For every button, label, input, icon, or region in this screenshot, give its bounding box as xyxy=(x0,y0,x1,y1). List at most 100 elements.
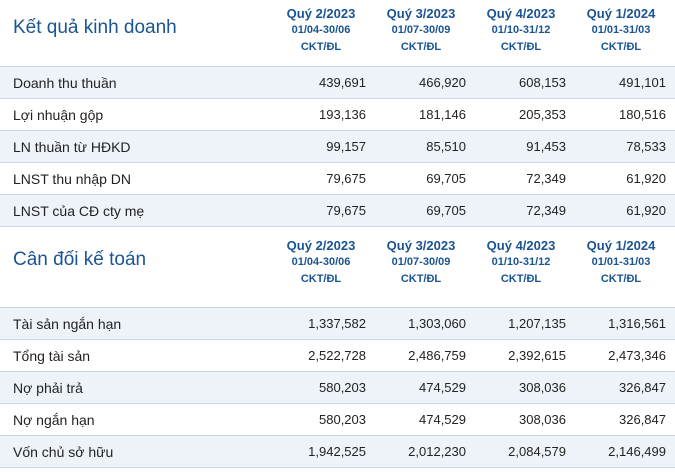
row-value: 79,675 xyxy=(326,171,366,186)
table-row[interactable]: Nợ phải trả 580,203 474,529 308,036 326,… xyxy=(0,372,675,404)
row-value: 580,203 xyxy=(319,380,366,395)
row-label: Nợ phải trả xyxy=(13,379,83,396)
row-value: 2,146,499 xyxy=(608,444,666,459)
row-value: 61,920 xyxy=(626,203,666,218)
row-value: 1,942,525 xyxy=(308,444,366,459)
row-value: 466,920 xyxy=(419,75,466,90)
period-range: 01/10-31/12 xyxy=(491,256,551,268)
table-row[interactable]: Vốn chủ sở hữu 1,942,525 2,012,230 2,084… xyxy=(0,436,675,468)
row-value: 91,453 xyxy=(526,139,566,154)
row-value: 2,084,579 xyxy=(508,444,566,459)
row-value: 491,101 xyxy=(619,75,666,90)
period-unit: CKT/ĐL xyxy=(300,273,342,285)
period-range: 01/01-31/03 xyxy=(591,24,651,36)
row-value: 308,036 xyxy=(519,412,566,427)
period-range: 01/04-30/06 xyxy=(291,24,351,36)
period-column-header[interactable]: Quý 4/2023 01/10-31/12 CKT/ĐL xyxy=(468,227,568,288)
row-value: 608,153 xyxy=(519,75,566,90)
row-value: 1,207,135 xyxy=(508,316,566,331)
balance-sheet-section: Cân đối kế toán Quý 2/2023 01/04-30/06 C… xyxy=(0,227,675,468)
business-results-table: Doanh thu thuần 439,691 466,920 608,153 … xyxy=(0,66,675,227)
row-value: 326,847 xyxy=(619,412,666,427)
row-value: 72,349 xyxy=(526,171,566,186)
table-row[interactable]: Nợ ngắn hạn 580,203 474,529 308,036 326,… xyxy=(0,404,675,436)
table-row[interactable]: LN thuần từ HĐKD 99,157 85,510 91,453 78… xyxy=(0,131,675,163)
row-value: 193,136 xyxy=(319,107,366,122)
row-value: 474,529 xyxy=(419,412,466,427)
period-column-header[interactable]: Quý 3/2023 01/07-30/09 CKT/ĐL xyxy=(368,0,468,56)
period-label: Quý 3/2023 xyxy=(386,6,456,21)
period-unit: CKT/ĐL xyxy=(400,41,442,53)
row-label: Lợi nhuận gộp xyxy=(13,106,104,123)
period-label: Quý 1/2024 xyxy=(586,238,656,253)
row-value: 1,316,561 xyxy=(608,316,666,331)
period-column-header[interactable]: Quý 3/2023 01/07-30/09 CKT/ĐL xyxy=(368,227,468,288)
period-range: 01/07-30/09 xyxy=(391,256,451,268)
period-label: Quý 2/2023 xyxy=(286,238,356,253)
row-label: Doanh thu thuần xyxy=(13,74,117,91)
row-label: Tài sản ngắn hạn xyxy=(13,315,122,332)
row-value: 99,157 xyxy=(326,139,366,154)
period-column-header[interactable]: Quý 2/2023 01/04-30/06 CKT/ĐL xyxy=(268,227,368,288)
period-range: 01/01-31/03 xyxy=(591,256,651,268)
row-value: 61,920 xyxy=(626,171,666,186)
business-results-title: Kết quả kinh doanh xyxy=(13,17,177,38)
period-column-header[interactable]: Quý 4/2023 01/10-31/12 CKT/ĐL xyxy=(468,0,568,56)
row-value: 1,337,582 xyxy=(308,316,366,331)
table-row[interactable]: Tổng tài sản 2,522,728 2,486,759 2,392,6… xyxy=(0,340,675,372)
row-value: 180,516 xyxy=(619,107,666,122)
period-column-header[interactable]: Quý 1/2024 01/01-31/03 CKT/ĐL xyxy=(568,227,668,288)
period-unit: CKT/ĐL xyxy=(500,41,542,53)
period-unit: CKT/ĐL xyxy=(600,41,642,53)
row-label: LNST thu nhập DN xyxy=(13,170,132,187)
period-range: 01/04-30/06 xyxy=(291,256,351,268)
row-value: 181,146 xyxy=(419,107,466,122)
business-results-header: Kết quả kinh doanh Quý 2/2023 01/04-30/0… xyxy=(0,0,675,66)
period-unit: CKT/ĐL xyxy=(600,273,642,285)
table-row[interactable]: Lợi nhuận gộp 193,136 181,146 205,353 18… xyxy=(0,99,675,131)
row-label: Tổng tài sản xyxy=(13,347,91,364)
period-range: 01/07-30/09 xyxy=(391,24,451,36)
row-label: Vốn chủ sở hữu xyxy=(13,443,114,460)
row-value: 2,486,759 xyxy=(408,348,466,363)
row-value: 69,705 xyxy=(426,171,466,186)
row-value: 2,392,615 xyxy=(508,348,566,363)
balance-sheet-title: Cân đối kế toán xyxy=(13,249,147,270)
row-value: 326,847 xyxy=(619,380,666,395)
business-results-section: Kết quả kinh doanh Quý 2/2023 01/04-30/0… xyxy=(0,0,675,227)
period-column-header[interactable]: Quý 1/2024 01/01-31/03 CKT/ĐL xyxy=(568,0,668,56)
row-label: LN thuần từ HĐKD xyxy=(13,138,131,155)
period-label: Quý 1/2024 xyxy=(586,6,656,21)
row-value: 2,012,230 xyxy=(408,444,466,459)
row-value: 78,533 xyxy=(626,139,666,154)
row-value: 72,349 xyxy=(526,203,566,218)
row-value: 2,473,346 xyxy=(608,348,666,363)
row-value: 308,036 xyxy=(519,380,566,395)
period-range: 01/10-31/12 xyxy=(491,24,551,36)
balance-sheet-table: Tài sản ngắn hạn 1,337,582 1,303,060 1,2… xyxy=(0,307,675,468)
table-row[interactable]: LNST của CĐ cty mẹ 79,675 69,705 72,349 … xyxy=(0,195,675,227)
row-value: 79,675 xyxy=(326,203,366,218)
row-label: LNST của CĐ cty mẹ xyxy=(13,202,145,219)
period-label: Quý 3/2023 xyxy=(386,238,456,253)
row-value: 474,529 xyxy=(419,380,466,395)
table-row[interactable]: Doanh thu thuần 439,691 466,920 608,153 … xyxy=(0,67,675,99)
period-unit: CKT/ĐL xyxy=(400,273,442,285)
row-value: 439,691 xyxy=(319,75,366,90)
row-value: 69,705 xyxy=(426,203,466,218)
row-label: Nợ ngắn hạn xyxy=(13,411,95,428)
row-value: 1,303,060 xyxy=(408,316,466,331)
row-value: 205,353 xyxy=(519,107,566,122)
period-label: Quý 2/2023 xyxy=(286,6,356,21)
table-row[interactable]: LNST thu nhập DN 79,675 69,705 72,349 61… xyxy=(0,163,675,195)
row-value: 85,510 xyxy=(426,139,466,154)
period-unit: CKT/ĐL xyxy=(300,41,342,53)
period-unit: CKT/ĐL xyxy=(500,273,542,285)
period-label: Quý 4/2023 xyxy=(486,238,556,253)
period-column-header[interactable]: Quý 2/2023 01/04-30/06 CKT/ĐL xyxy=(268,0,368,56)
row-value: 2,522,728 xyxy=(308,348,366,363)
row-value: 580,203 xyxy=(319,412,366,427)
period-label: Quý 4/2023 xyxy=(486,6,556,21)
balance-sheet-header: Cân đối kế toán Quý 2/2023 01/04-30/06 C… xyxy=(0,227,675,307)
table-row[interactable]: Tài sản ngắn hạn 1,337,582 1,303,060 1,2… xyxy=(0,308,675,340)
